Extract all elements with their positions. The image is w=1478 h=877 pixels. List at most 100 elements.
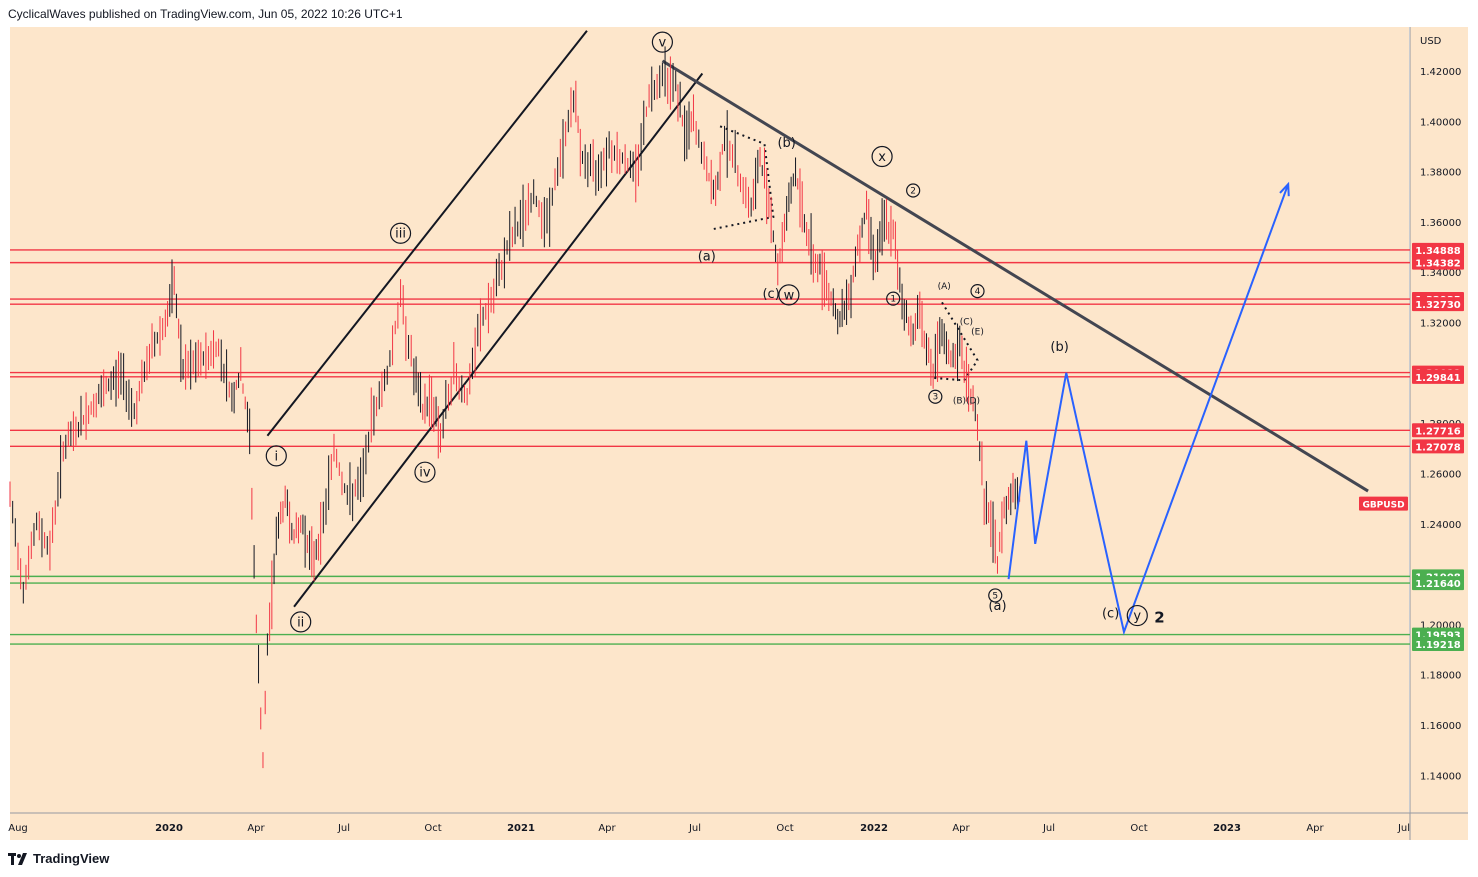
wave-label-circle [928, 389, 943, 404]
y-tick-label: 1.24000 [1420, 520, 1461, 531]
tradingview-footer: TradingView [8, 851, 109, 866]
y-tick-label: 1.26000 [1420, 469, 1461, 480]
wave-label: 2 [1154, 609, 1164, 627]
wave-label-circle [265, 445, 287, 467]
x-tick-label: 2022 [860, 823, 888, 834]
wave-label: (C) [960, 317, 973, 327]
tradingview-logo-text: TradingView [33, 851, 110, 866]
wave-label: (b) [777, 136, 795, 151]
wave-label: (c) [1102, 607, 1119, 622]
level-tag-value: 1.29841 [1415, 373, 1461, 384]
trendline [293, 72, 704, 608]
level-tag [1412, 423, 1464, 438]
wave-label: (E) [971, 327, 984, 337]
wave-label: 3 [932, 393, 938, 403]
x-tick-label: Apr [1306, 823, 1324, 834]
projection-arrowhead [1279, 181, 1290, 197]
wave-label: 4 [975, 287, 981, 297]
wave-label: (B)(D) [953, 397, 980, 407]
x-tick-label: Apr [952, 823, 970, 834]
symbol-tag [1359, 496, 1408, 511]
y-tick-label: 1.32000 [1420, 319, 1461, 330]
y-tick-label: 1.36000 [1420, 218, 1461, 229]
level-tag [1412, 255, 1464, 270]
level-tag-value: 1.19218 [1415, 640, 1461, 651]
wave-label: i [274, 449, 278, 464]
price-axis-background [1410, 27, 1468, 813]
x-tick-label: Jul [688, 823, 701, 834]
x-tick-label: Oct [1130, 823, 1147, 834]
x-tick-label: Apr [598, 823, 616, 834]
y-tick-label: 1.18000 [1420, 671, 1461, 682]
y-tick-label: 1.38000 [1420, 168, 1461, 179]
publish-header: CyclicalWaves published on TradingView.c… [8, 7, 403, 21]
wave-label: (A) [938, 282, 951, 292]
wave-label: 1 [890, 295, 896, 305]
wave-label: 2 [910, 186, 916, 196]
tradingview-logo-icon [8, 852, 27, 865]
wave-label-circle [988, 588, 1003, 603]
wave-label-circle [906, 183, 921, 198]
level-tag [1412, 576, 1464, 591]
price-chart: USD1.140001.160001.180001.200001.220001.… [8, 27, 1468, 840]
x-tick-label: 2023 [1213, 823, 1241, 834]
wave-label: (a) [698, 249, 716, 264]
dotted-pattern [933, 301, 979, 382]
level-tag-value: 1.34888 [1415, 246, 1461, 257]
y-tick-label: 1.14000 [1420, 771, 1461, 782]
plot-background [10, 27, 1409, 813]
x-tick-label: Jul [1397, 823, 1410, 834]
trendline [661, 59, 1369, 493]
wave-label: iii [395, 227, 406, 242]
level-tag-value: 1.34382 [1415, 259, 1461, 270]
wave-label-circle [871, 145, 893, 168]
level-tag-value: 1.19593 [1415, 631, 1461, 642]
wave-label: 5 [992, 591, 998, 601]
x-tick-label: Jul [337, 823, 350, 834]
wave-label-circle [651, 31, 674, 53]
level-tag [1412, 369, 1464, 384]
y-tick-label: 1.20000 [1420, 620, 1461, 631]
wave-label: v [659, 36, 667, 51]
x-tick-label: Apr [247, 823, 265, 834]
projection-path [1007, 183, 1290, 636]
symbol-tag-label: GBPUSD [1362, 501, 1404, 511]
x-tick-label: Oct [424, 823, 441, 834]
wave-label-circle [290, 611, 312, 633]
wave-label-circle [778, 284, 800, 306]
wave-label-circle [389, 222, 412, 244]
time-axis-background [10, 813, 1468, 840]
x-tick-label: Jul [1042, 823, 1055, 834]
x-tick-label: Aug [8, 823, 28, 834]
level-tag-value: 1.21640 [1415, 579, 1461, 590]
wave-label-circle [970, 283, 985, 299]
wave-label: y [1133, 609, 1141, 624]
wave-label: w [784, 288, 795, 303]
level-tag-value: 1.27716 [1415, 426, 1461, 437]
wave-label: ii [297, 615, 304, 630]
dotted-pattern [711, 125, 775, 231]
level-tag [1412, 439, 1464, 454]
wave-label: (b) [1050, 340, 1068, 355]
wave-label-circle [414, 461, 436, 483]
trendline [266, 30, 588, 437]
y-tick-label: 1.16000 [1420, 721, 1461, 732]
y-tick-label: 1.34000 [1420, 268, 1461, 279]
wave-label: (a) [988, 599, 1006, 614]
level-tag [1412, 242, 1464, 257]
wave-label-circle [1126, 604, 1148, 627]
level-tag-value: 1.32730 [1415, 300, 1461, 311]
wave-label: iv [419, 466, 431, 481]
currency-label: USD [1420, 36, 1442, 47]
level-tag [1412, 297, 1464, 312]
x-tick-label: 2020 [155, 823, 183, 834]
wave-label: (c) [762, 287, 779, 302]
y-tick-label: 1.40000 [1420, 117, 1461, 128]
y-tick-label: 1.42000 [1420, 67, 1461, 78]
level-tag [1412, 637, 1464, 652]
x-tick-label: 2021 [507, 823, 535, 834]
x-tick-label: Oct [776, 823, 793, 834]
wave-label-circle [886, 291, 901, 306]
wave-label: x [878, 150, 886, 165]
level-tag-value: 1.27078 [1415, 442, 1461, 453]
